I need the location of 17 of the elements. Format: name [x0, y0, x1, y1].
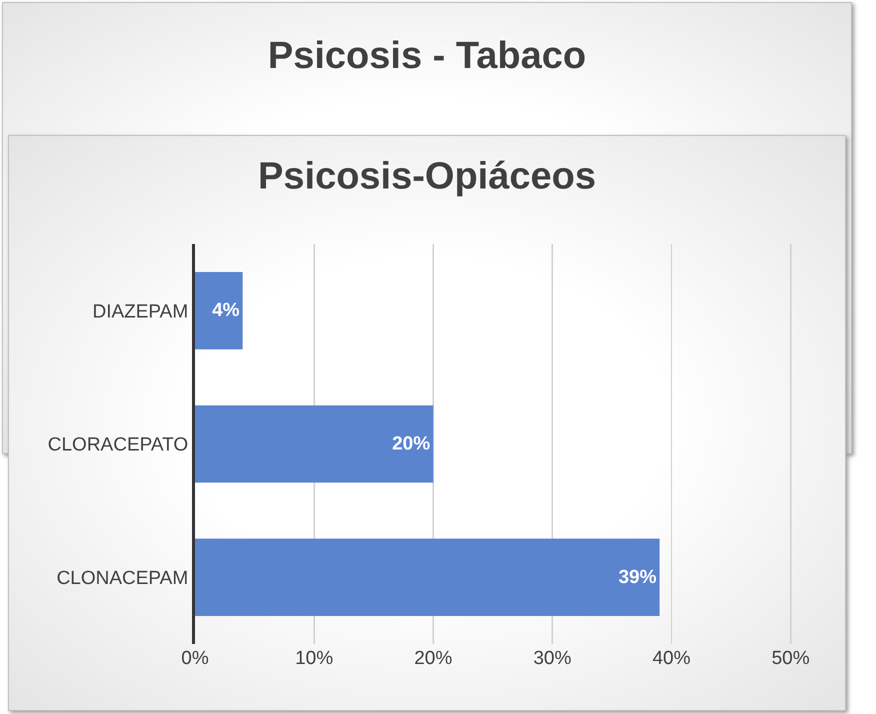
data-label: 4% — [212, 300, 240, 322]
x-tick-label: 20% — [414, 648, 452, 669]
x-tick-label: 10% — [295, 648, 334, 669]
x-tick-label: 40% — [652, 648, 691, 669]
y-tick-label: DIAZEPAM — [92, 301, 188, 322]
y-tick-label: CLONACEPAM — [56, 568, 188, 589]
bar — [195, 405, 434, 483]
x-tick-label: 30% — [533, 648, 572, 669]
data-label: 39% — [618, 566, 657, 588]
bar — [195, 538, 660, 616]
x-tick-label: 0% — [181, 648, 209, 669]
text: Psicosis - Tabaco — [266, 35, 588, 78]
x-tick-label: 50% — [772, 648, 810, 669]
bar — [195, 272, 243, 350]
chart-title: Psicosis-Opiáceos — [258, 155, 596, 198]
y-tick-label: CLORACEPATO — [48, 434, 188, 456]
data-label: 20% — [392, 434, 430, 454]
